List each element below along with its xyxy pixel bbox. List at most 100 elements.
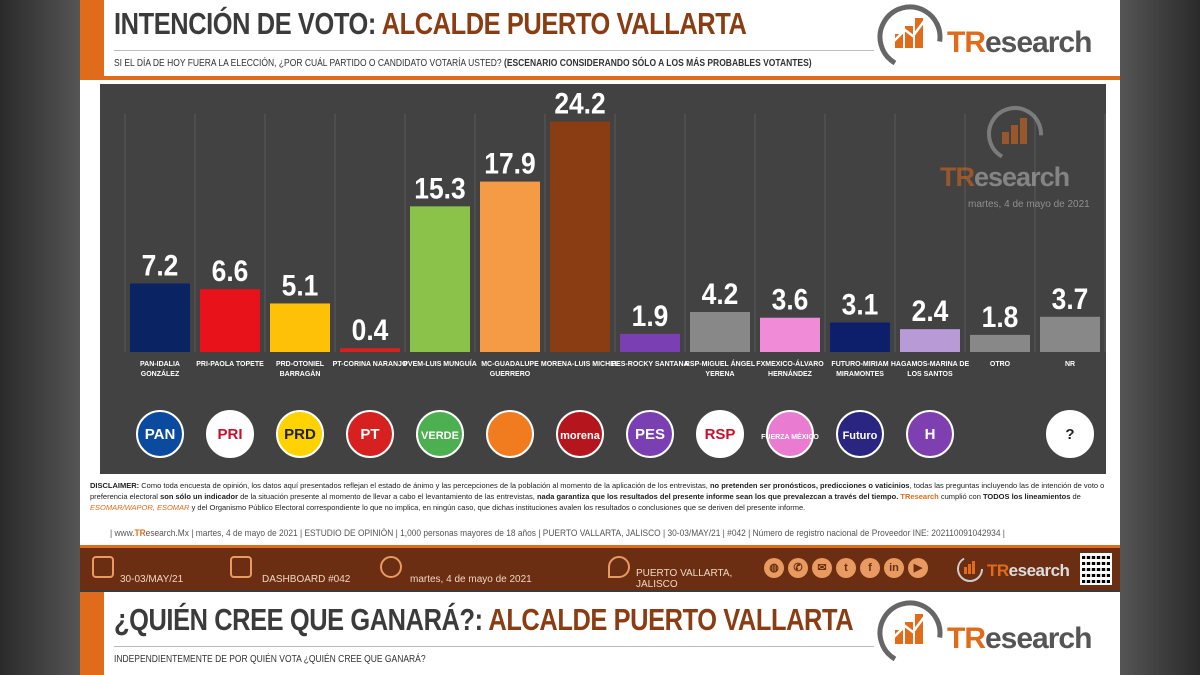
section2-tresearch-logo: TResearch (875, 598, 1125, 668)
title-divider (114, 50, 874, 51)
bar (830, 322, 890, 352)
tresearch-wordmark: TResearch (947, 26, 1092, 59)
subtitle: SI EL DÍA DE HOY FUERA LA ELECCIÓN, ¿POR… (114, 58, 812, 69)
bar-value-label: 15.3 (414, 171, 465, 205)
category-label: MIRAMONTES (836, 371, 884, 378)
bar-value-label: 24.2 (554, 86, 605, 120)
web-icon[interactable]: ◍ (764, 558, 784, 578)
section2-title: ¿QUIÉN CREE QUE GANARÁ?: ALCALDE PUERTO … (114, 602, 854, 638)
futuro-logo-icon (836, 410, 884, 458)
facebook-icon[interactable]: f (860, 558, 880, 578)
category-label: PRI-PAOLA TOPETE (196, 361, 264, 368)
footer-location: PUERTO VALLARTA, JALISCO (636, 568, 733, 588)
category-label: OTRO (990, 361, 1011, 368)
youtube-icon[interactable]: ▶ (908, 558, 928, 578)
category-label: GUERRERO (490, 371, 531, 378)
section2-divider (114, 646, 874, 647)
qr-code-icon[interactable] (1080, 553, 1112, 585)
party-logo-text: PRD (284, 426, 316, 443)
pt-logo-icon (346, 410, 394, 458)
section2-subtitle: INDEPENDIENTEMENTE DE POR QUIÉN VOTA ¿QU… (114, 654, 426, 665)
footer-bar: 30-03/MAY/21 DASHBOARD #042 martes, 4 de… (80, 545, 1120, 590)
party-logo-text: FUERZA MÉXICO (761, 432, 819, 441)
background-right (1120, 0, 1200, 675)
title-part1: INTENCIÓN DE VOTO: (114, 6, 376, 41)
bar (900, 329, 960, 352)
party-logo-text: VERDE (421, 430, 459, 442)
bar (480, 181, 540, 352)
study-info-line: | www.TResearch.Mx | martes, 4 de mayo d… (110, 528, 1005, 538)
pes-logo-icon (626, 410, 674, 458)
category-label: FXMEXICO-ÁLVARO (756, 359, 824, 368)
title-part2: ALCALDE PUERTO VALLARTA (381, 6, 747, 41)
chart-watermark: TResearch martes, 4 de mayo de 2021 (940, 104, 1100, 214)
header-rule (80, 76, 1120, 80)
category-label: LOS SANTOS (907, 371, 953, 378)
tresearch-logo-icon (877, 4, 943, 70)
party-logo-text: RSP (705, 426, 736, 443)
location-icon (608, 556, 630, 578)
party-logo-text: PAN (145, 426, 176, 443)
category-label: RSP-MIGUEL ÁNGEL (685, 359, 756, 368)
dashboard-icon (230, 556, 252, 578)
bar-value-label: 3.7 (1052, 281, 1089, 315)
tresearch-logo: TResearch (875, 2, 1125, 72)
linkedin-icon[interactable]: in (884, 558, 904, 578)
category-label: HERNÁNDEZ (768, 369, 813, 378)
twitter-icon[interactable]: t (836, 558, 856, 578)
bar (970, 334, 1030, 352)
bar (550, 121, 610, 352)
bar (270, 303, 330, 352)
bar-value-label: 3.1 (842, 287, 879, 321)
bar-value-label: 3.6 (772, 282, 809, 316)
footer-dashboard: DASHBOARD #042 (262, 574, 351, 585)
bar-value-label: 5.1 (282, 268, 319, 302)
party-logo-text: H (925, 426, 936, 443)
section2-card: ¿QUIÉN CREE QUE GANARÁ?: ALCALDE PUERTO … (80, 592, 1120, 675)
category-label: PRD-OTONIEL (276, 361, 325, 368)
rsp-logo-icon (696, 410, 744, 458)
bar (690, 312, 750, 352)
category-label: BARRAGÁN (280, 369, 321, 378)
category-label: PT-CORINA NARANJO (333, 361, 408, 368)
accent-bar (80, 0, 104, 80)
hagamos-logo-icon (906, 410, 954, 458)
pvem-logo-icon (416, 410, 464, 458)
watermark-date: martes, 4 de mayo de 2021 (968, 199, 1090, 210)
category-label: YERENA (705, 371, 734, 378)
calendar-icon (92, 556, 114, 578)
bar-value-label: 4.2 (702, 276, 739, 310)
bar (200, 289, 260, 352)
section2-title-part1: ¿QUIÉN CREE QUE GANARÁ?: (114, 602, 483, 637)
email-icon[interactable]: ✉ (812, 558, 832, 578)
bar-value-label: 2.4 (912, 294, 949, 328)
category-label: HAGAMOS-MARINA DE (891, 361, 970, 368)
watermark-wordmark: TResearch (940, 162, 1070, 192)
bar-value-label: 1.9 (632, 298, 669, 332)
chat-icon (380, 556, 402, 578)
bar-value-label: 7.2 (142, 248, 179, 282)
party-logo-text: morena (560, 430, 601, 442)
chart-panel: 7.2 PAN-IDALIA GONZÁLEZ PAN 6.6 PRI-PAOLA TOP… (100, 84, 1106, 474)
bar (760, 317, 820, 352)
prd-logo-icon (276, 410, 324, 458)
category-label: PES-ROCKY SANTANA (611, 361, 688, 368)
pri-logo-icon (206, 410, 254, 458)
section2-wordmark: TResearch (947, 622, 1092, 655)
bar (620, 333, 680, 352)
section2-title-part2: ALCALDE PUERTO VALLARTA (488, 602, 854, 637)
morena-logo-icon (556, 410, 604, 458)
page-title: INTENCIÓN DE VOTO: ALCALDE PUERTO VALLAR… (114, 6, 747, 42)
bar-value-label: 6.6 (212, 254, 249, 288)
category-label: MC-GUADALUPE (481, 361, 539, 368)
category-label: PAN-IDALIA (140, 361, 180, 368)
subtitle-question: SI EL DÍA DE HOY FUERA LA ELECCIÓN, ¿POR… (114, 58, 502, 69)
section2-accent-bar (80, 592, 104, 675)
whatsapp-icon[interactable]: ✆ (788, 558, 808, 578)
bar-value-label: 1.8 (982, 299, 1019, 333)
category-label: FUTURO-MIRIAM (831, 361, 888, 368)
party-logo-text: ? (1065, 426, 1074, 443)
footer-logo: TResearch (955, 554, 1080, 584)
footer-date: martes, 4 de mayo de 2021 (410, 574, 532, 585)
